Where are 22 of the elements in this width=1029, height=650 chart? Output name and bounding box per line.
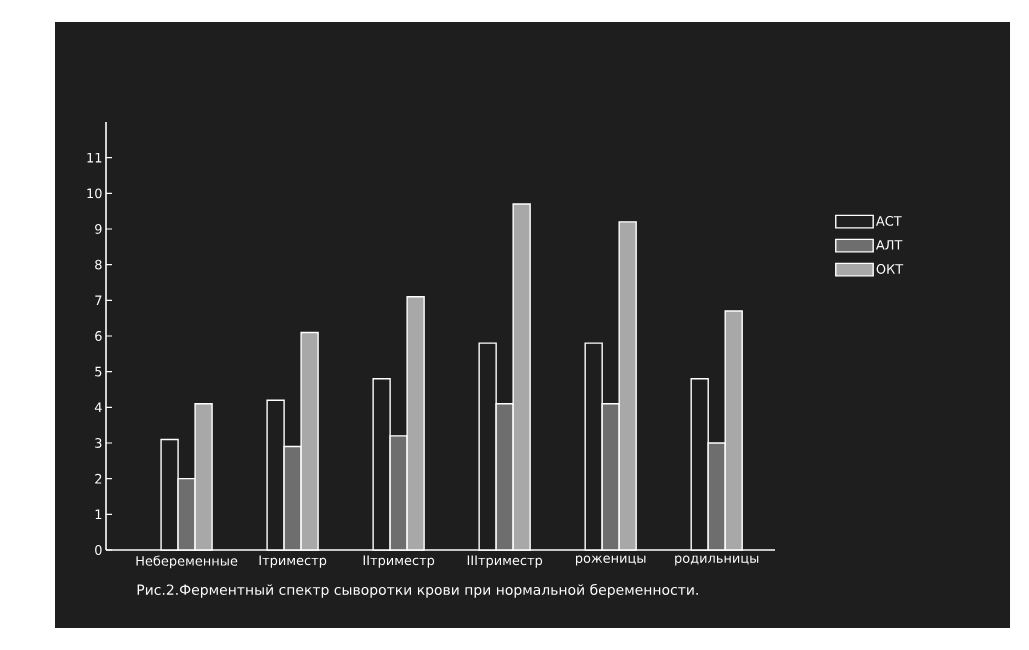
x-tick-label: роженицы [575, 555, 646, 566]
legend-label: АСТ [875, 216, 902, 226]
y-tick-label: 8 [95, 259, 102, 270]
y-tick-label: 3 [95, 438, 102, 448]
x-tick-label: родильницы [675, 555, 759, 566]
y-tick-label: 6 [95, 331, 102, 341]
y-tick-label: 7 [95, 295, 102, 306]
y-tick-label: 9 [95, 224, 102, 234]
x-tick-label: IIIтриместр [467, 555, 543, 568]
x-tick-label: Iтриместр [259, 555, 327, 568]
legend-label: АЛТ [875, 240, 903, 250]
legend-label: ОКТ [876, 264, 904, 274]
y-tick-label: 5 [95, 366, 102, 377]
y-tick-label: 11 [87, 152, 102, 163]
y-tick-label: 10 [87, 188, 102, 199]
x-tick-label: IIтриместр [363, 555, 435, 568]
y-tick-label: 2 [95, 473, 102, 484]
text: Рис.2.Ферментный спектр сыворотки крови при нормальной беременности. [137, 583, 698, 598]
y-tick-label: 1 [95, 509, 102, 520]
x-tick-label: Небеременные [136, 555, 238, 569]
y-tick-label: 4 [94, 402, 102, 413]
y-tick-label: 0 [95, 545, 102, 555]
